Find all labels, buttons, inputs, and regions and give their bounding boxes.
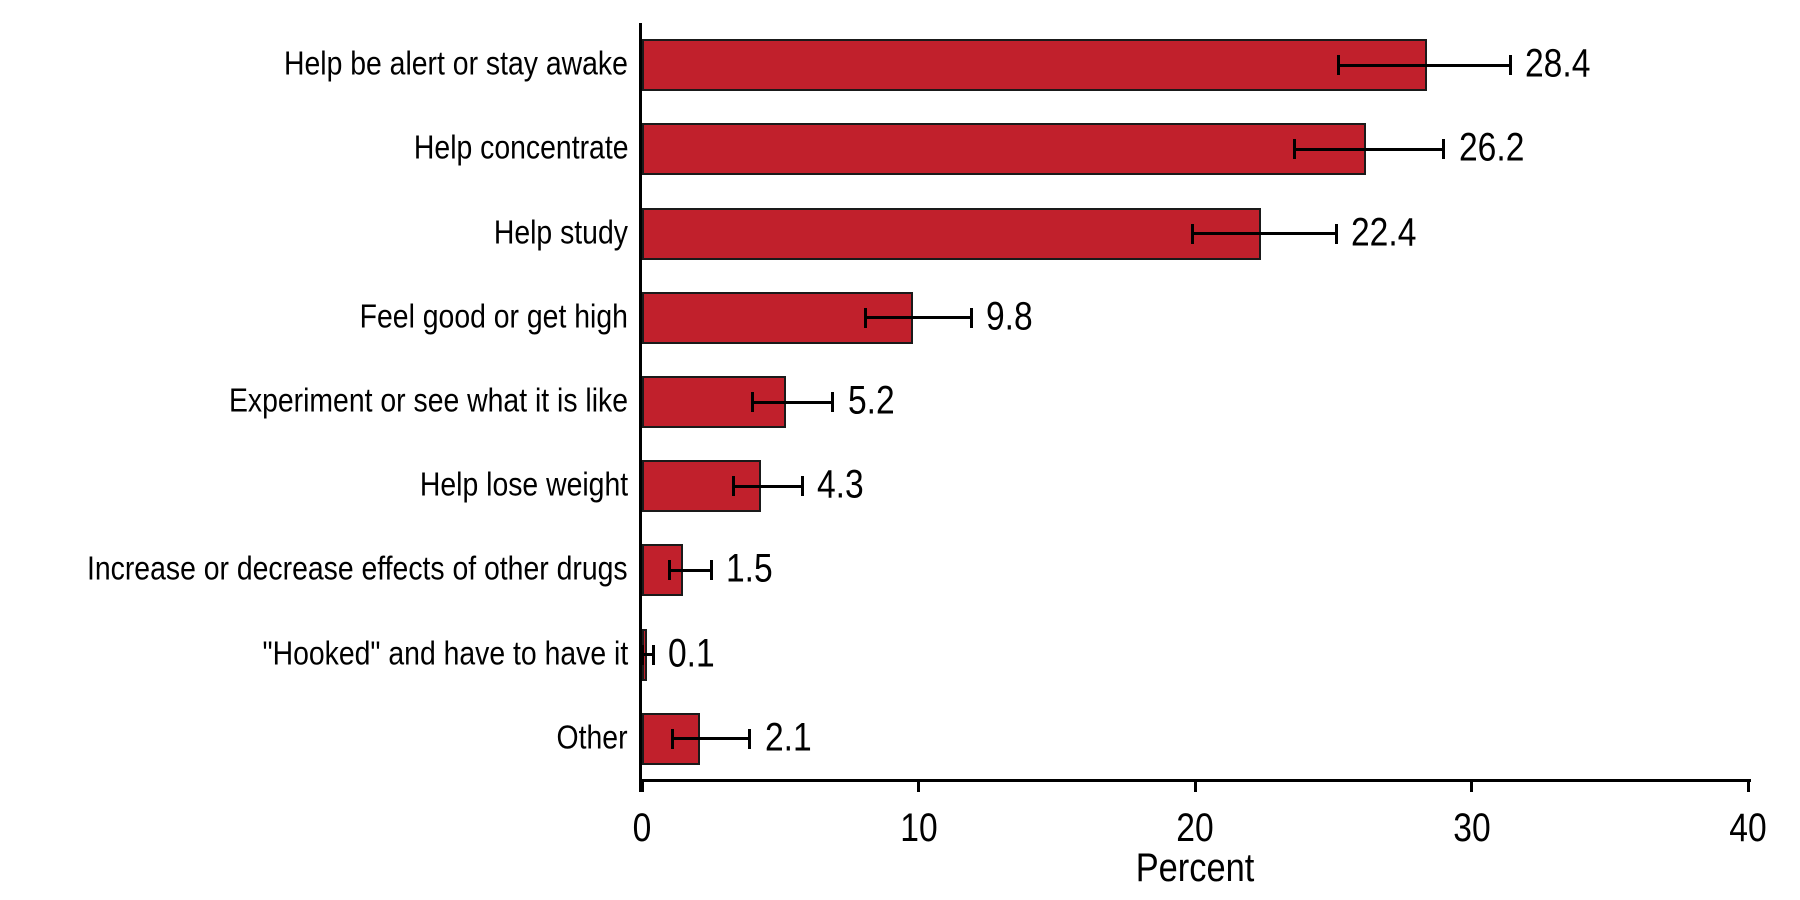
category-label: Increase or decrease effects of other dr… bbox=[87, 549, 628, 587]
error-bar-line bbox=[672, 737, 750, 741]
error-bar-cap-right bbox=[1334, 223, 1338, 244]
value-label: 9.8 bbox=[986, 294, 1033, 339]
error-bar-line bbox=[865, 316, 972, 320]
x-tick-label: 20 bbox=[1176, 806, 1214, 850]
error-bar-cap-left bbox=[1190, 223, 1194, 244]
x-tick bbox=[1193, 779, 1197, 792]
category-label: Help lose weight bbox=[419, 465, 628, 503]
error-bar-cap-left bbox=[1337, 55, 1341, 76]
value-label: 26.2 bbox=[1458, 125, 1525, 170]
error-bar-line bbox=[733, 484, 803, 488]
category-label: "Hooked" and have to have it bbox=[262, 634, 628, 672]
error-bar-cap-right bbox=[709, 560, 713, 581]
value-label: 5.2 bbox=[847, 378, 895, 423]
error-bar-cap-right bbox=[831, 392, 835, 412]
error-bar-cap-left bbox=[640, 644, 644, 665]
bar bbox=[642, 376, 786, 428]
bar bbox=[642, 39, 1428, 92]
value-label: 22.4 bbox=[1351, 210, 1417, 255]
error-bar-line bbox=[1294, 147, 1444, 151]
x-tick-label: 30 bbox=[1452, 806, 1491, 850]
category-label: Help be alert or stay awake bbox=[284, 44, 628, 82]
error-bar-cap-left bbox=[670, 728, 674, 749]
error-bar-cap-left bbox=[1293, 139, 1297, 160]
x-axis-title: Percent bbox=[1135, 846, 1255, 890]
error-bar-line bbox=[642, 653, 654, 657]
error-bar-line bbox=[1338, 63, 1511, 67]
x-tick-label: 0 bbox=[632, 806, 652, 850]
value-label: 0.1 bbox=[668, 631, 715, 676]
error-bar-cap-left bbox=[731, 476, 735, 497]
x-tick bbox=[1470, 779, 1473, 792]
value-label: 28.4 bbox=[1525, 41, 1591, 86]
error-bar-line bbox=[752, 400, 833, 404]
y-axis-line bbox=[639, 23, 642, 792]
x-tick bbox=[917, 779, 920, 792]
category-label: Help study bbox=[493, 213, 628, 251]
value-label: 1.5 bbox=[726, 547, 773, 592]
category-label: Help concentrate bbox=[413, 128, 628, 166]
category-label: Experiment or see what it is like bbox=[228, 381, 628, 419]
value-label: 2.1 bbox=[764, 715, 812, 760]
error-bar-line bbox=[1192, 232, 1336, 236]
bar bbox=[642, 123, 1367, 176]
error-bar-cap-right bbox=[651, 644, 655, 665]
error-bar-cap-right bbox=[969, 307, 973, 328]
x-tick-label: 10 bbox=[899, 806, 938, 850]
bar bbox=[642, 207, 1262, 260]
error-bar-cap-right bbox=[1508, 55, 1512, 76]
error-bar-cap-left bbox=[864, 307, 868, 328]
error-bar-cap-right bbox=[800, 476, 804, 497]
error-bar-cap-right bbox=[1442, 139, 1446, 160]
error-bar-cap-left bbox=[668, 560, 672, 581]
error-bar-cap-right bbox=[748, 728, 752, 749]
category-label: Feel good or get high bbox=[359, 297, 628, 335]
x-tick bbox=[640, 779, 644, 792]
error-bar-line bbox=[669, 568, 712, 572]
x-tick bbox=[1746, 779, 1750, 792]
x-tick-label: 40 bbox=[1729, 806, 1767, 850]
category-label: Other bbox=[557, 718, 628, 756]
value-label: 4.3 bbox=[817, 462, 865, 507]
error-bar-cap-left bbox=[751, 392, 755, 412]
